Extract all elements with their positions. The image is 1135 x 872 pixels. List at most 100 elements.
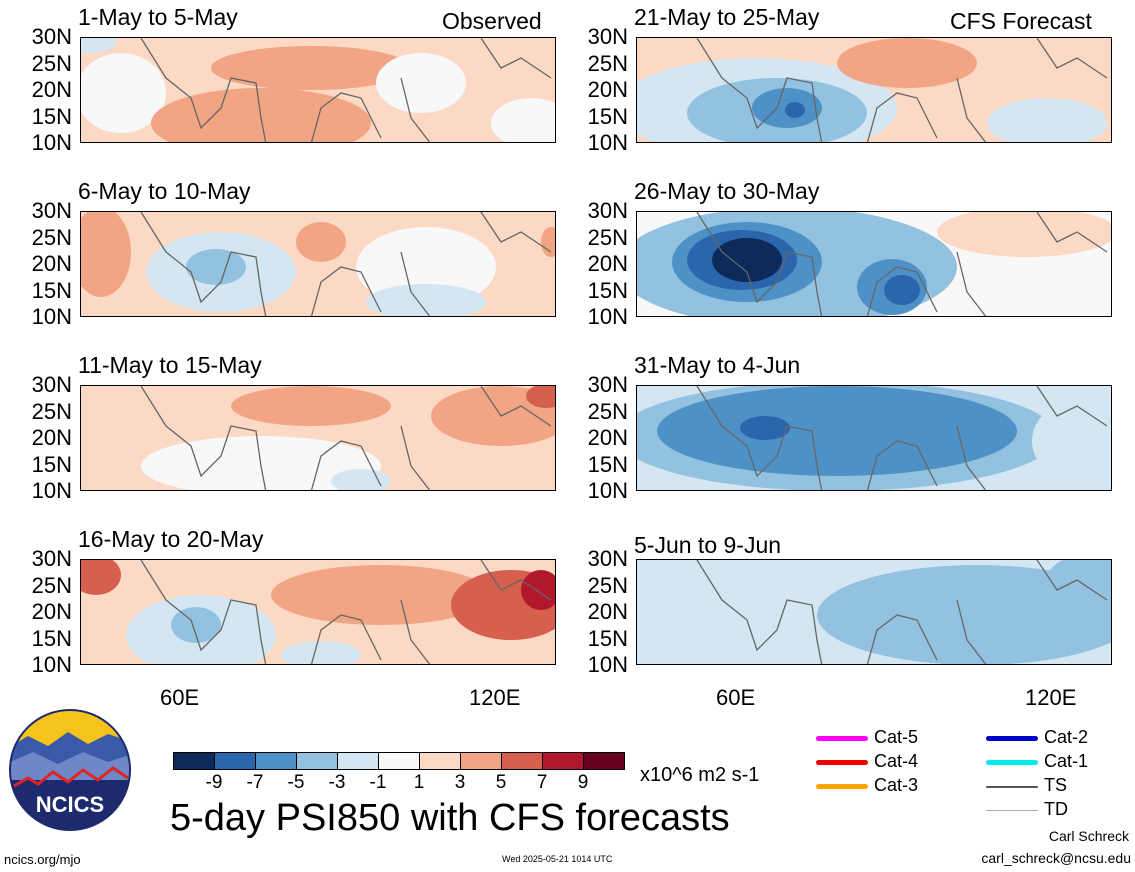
- footer-timestamp: Wed 2025-05-21 1014 UTC: [502, 854, 613, 864]
- lat-label: 25N: [31, 398, 72, 424]
- colorbar-swatch: [583, 752, 625, 770]
- footer-email[interactable]: carl_schreck@ncsu.edu: [981, 850, 1131, 866]
- map-field: [81, 38, 555, 142]
- map-field: [81, 560, 555, 664]
- legend-line: [816, 784, 868, 789]
- lat-label: 15N: [587, 625, 628, 651]
- map-panel: [636, 385, 1112, 491]
- legend-line: [986, 760, 1038, 765]
- lat-label: 10N: [31, 130, 72, 155]
- lat-label: 20N: [31, 77, 72, 102]
- lat-label: 15N: [31, 451, 72, 477]
- legend-label: Cat-3: [874, 775, 919, 795]
- lat-label: 10N: [587, 652, 628, 677]
- lat-label: 30N: [31, 198, 72, 223]
- colorbar-tick-label: -1: [369, 772, 387, 793]
- lat-label: 25N: [587, 50, 628, 76]
- colorbar-swatch: [378, 752, 420, 770]
- lat-label: 30N: [587, 546, 628, 571]
- legend-label: TD: [1044, 799, 1068, 819]
- colorbar-swatch: [255, 752, 297, 770]
- legend-line: [816, 760, 868, 765]
- panel-title: 6-May to 10-May: [78, 178, 251, 204]
- lat-label: 10N: [587, 478, 628, 503]
- lat-label: 20N: [31, 251, 72, 276]
- lat-label: 30N: [31, 372, 72, 397]
- map-field: [637, 560, 1111, 664]
- map-field: [637, 386, 1111, 490]
- lon-label: 60E: [716, 685, 756, 710]
- legend-label: Cat-2: [1044, 727, 1089, 747]
- map-panel: [80, 385, 556, 491]
- legend-line: [986, 736, 1038, 741]
- lat-label: 25N: [31, 224, 72, 250]
- lat-label: 10N: [31, 304, 72, 329]
- lat-label: 25N: [587, 224, 628, 250]
- panel-title: 31-May to 4-Jun: [634, 352, 801, 378]
- footer-url[interactable]: ncics.org/mjo: [4, 852, 81, 867]
- lat-label: 30N: [587, 198, 628, 223]
- colorbar-tick-label: 7: [536, 772, 548, 793]
- lat-label: 20N: [587, 251, 628, 276]
- lat-label: 30N: [31, 546, 72, 571]
- panel-title: 11-May to 15-May: [78, 352, 262, 378]
- colorbar-tick-label: 3: [454, 772, 466, 793]
- lon-label: 120E: [469, 685, 521, 710]
- colorbar-swatch: [337, 752, 379, 770]
- colorbar-swatch: [460, 752, 502, 770]
- lat-label: 25N: [587, 398, 628, 424]
- lat-label: 20N: [587, 599, 628, 624]
- lat-label: 30N: [587, 372, 628, 397]
- lat-label: 30N: [31, 24, 72, 49]
- colorbar-swatch: [542, 752, 584, 770]
- map-field: [81, 212, 555, 316]
- map-panel: [636, 37, 1112, 143]
- colorbar-tick-label: -7: [246, 772, 264, 793]
- forecast-label: CFS Forecast: [950, 8, 1092, 34]
- lat-label: 10N: [31, 652, 72, 677]
- panel-title: 5-Jun to 9-Jun: [634, 532, 782, 558]
- colorbar-swatch: [296, 752, 338, 770]
- legend-label: Cat-4: [874, 751, 919, 771]
- map-panel: [636, 211, 1112, 317]
- main-title: 5-day PSI850 with CFS forecasts: [170, 797, 730, 839]
- map-panel: [80, 559, 556, 665]
- lat-label: 25N: [587, 572, 628, 598]
- lon-label: 60E: [160, 685, 200, 710]
- legend-label: Cat-1: [1044, 751, 1089, 771]
- legend-label: Cat-5: [874, 727, 919, 747]
- map-field: [637, 38, 1111, 142]
- map-field: [81, 386, 555, 490]
- legend-line: [816, 736, 868, 741]
- panel-title: 1-May to 5-May: [78, 4, 238, 30]
- lat-label: 15N: [587, 277, 628, 303]
- colorbar-swatch: [214, 752, 256, 770]
- lat-label: 20N: [587, 77, 628, 102]
- lat-label: 15N: [31, 103, 72, 129]
- lat-label: 20N: [587, 425, 628, 450]
- colorbar-swatch: [419, 752, 461, 770]
- lat-label: 15N: [587, 451, 628, 477]
- units-label: x10^6 m2 s-1: [640, 764, 760, 786]
- colorbar-tick-label: 5: [495, 772, 507, 793]
- logo-text: NCICS: [36, 792, 104, 817]
- lat-label: 10N: [31, 478, 72, 503]
- colorbar-tick-label: -5: [287, 772, 305, 793]
- colorbar-tick-label: -9: [205, 772, 223, 793]
- observed-label: Observed: [442, 8, 542, 34]
- colorbar-swatch: [173, 752, 215, 770]
- footer-author: Carl Schreck: [1048, 828, 1129, 844]
- lat-label: 30N: [587, 24, 628, 49]
- map-panel: [80, 211, 556, 317]
- map-panel: [636, 559, 1112, 665]
- lat-label: 20N: [31, 425, 72, 450]
- lat-label: 15N: [31, 277, 72, 303]
- legend-line: [986, 810, 1038, 811]
- lat-label: 15N: [587, 103, 628, 129]
- map-field: [637, 212, 1111, 316]
- lon-label: 120E: [1025, 685, 1077, 710]
- colorbar-tick-label: -3: [328, 772, 346, 793]
- lat-label: 25N: [31, 50, 72, 76]
- ncics-logo: NCICS: [8, 708, 132, 832]
- colorbar-tick-label: 1: [413, 772, 425, 793]
